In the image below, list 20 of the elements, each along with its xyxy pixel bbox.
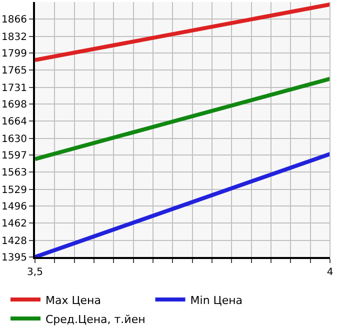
- x-tick-label: 3,5: [27, 267, 43, 278]
- y-tick-label: 1428: [2, 236, 27, 247]
- y-tick-label: 1563: [2, 168, 27, 179]
- y-tick-label: 1597: [2, 150, 27, 162]
- legend-label: Сред.Цена, т.йен: [46, 312, 146, 326]
- y-tick-label: 1832: [2, 32, 27, 43]
- y-tick-label: 1799: [2, 48, 27, 60]
- x-tick-label: 4: [326, 267, 334, 278]
- legend-label: Min Цена: [190, 294, 243, 307]
- legend-label: Max Цена: [46, 294, 101, 307]
- y-tick-label: 1765: [2, 66, 27, 77]
- y-tick-label: 1630: [2, 134, 27, 145]
- y-tick-label: 1529: [2, 184, 27, 196]
- y-tick-label: 1698: [2, 100, 27, 110]
- y-tick-label: 1462: [2, 218, 27, 230]
- y-tick-label: 1866: [2, 14, 27, 26]
- y-tick-label: 1731: [2, 82, 27, 94]
- y-tick-label: 1496: [2, 202, 27, 212]
- y-tick-label: 1395: [2, 252, 27, 264]
- y-tick-label: 1664: [2, 116, 27, 128]
